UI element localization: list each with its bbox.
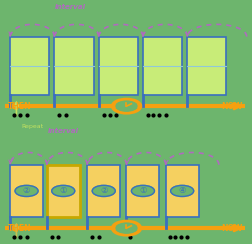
Text: ②: ② <box>23 186 30 195</box>
Bar <box>10 37 49 95</box>
Bar <box>186 37 226 95</box>
Text: NOW: NOW <box>221 102 242 111</box>
Text: Repeat: Repeat <box>21 124 43 129</box>
Text: NOW: NOW <box>221 224 242 233</box>
Text: ④: ④ <box>178 186 185 195</box>
Text: ②: ② <box>100 186 107 195</box>
Circle shape <box>15 185 38 196</box>
Circle shape <box>51 185 75 196</box>
Text: THEN: THEN <box>8 224 31 233</box>
Bar <box>87 165 120 217</box>
Circle shape <box>170 185 193 196</box>
Text: ①: ① <box>139 186 146 195</box>
Bar <box>126 165 159 217</box>
Circle shape <box>116 223 136 233</box>
Bar <box>142 37 181 95</box>
Text: Interval: Interval <box>55 4 86 10</box>
Circle shape <box>131 185 154 196</box>
Bar <box>98 37 137 95</box>
Bar <box>10 165 43 217</box>
Bar <box>54 37 93 95</box>
Text: THEN: THEN <box>8 102 31 111</box>
Circle shape <box>116 101 136 111</box>
Text: ①: ① <box>59 186 67 195</box>
Bar <box>165 165 198 217</box>
Text: Interval: Interval <box>48 128 78 134</box>
Circle shape <box>92 185 115 196</box>
Bar <box>47 165 79 217</box>
